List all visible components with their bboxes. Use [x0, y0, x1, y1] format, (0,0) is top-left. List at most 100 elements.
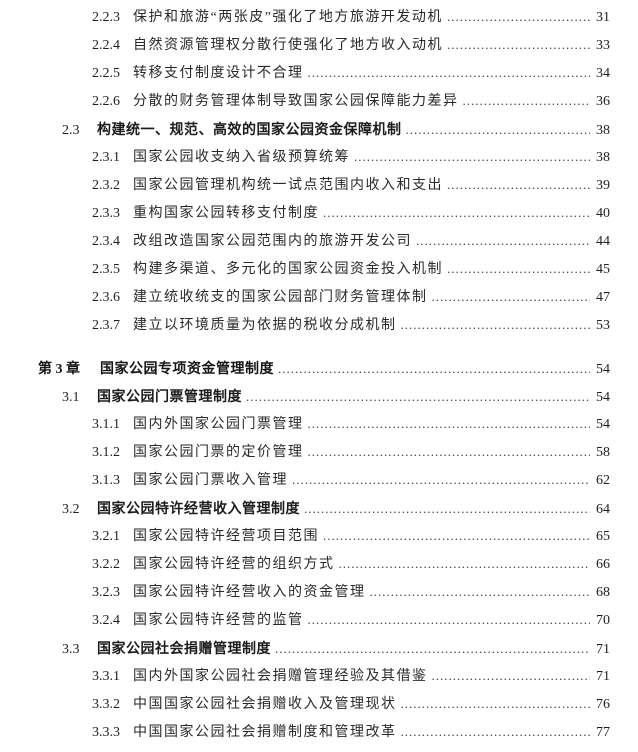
toc-entry-page: 34	[596, 66, 610, 81]
toc-entry-title: 中国国家公园社会捐赠制度和管理改革	[133, 725, 397, 740]
toc-entry-page: 33	[596, 38, 610, 53]
toc-entry-page: 39	[596, 178, 610, 193]
toc-entry-2.3.6[interactable]: 2.3.6 建立统收统支的国家公园部门财务管理体制 47	[0, 283, 610, 311]
toc-entry-number: 2.3.6	[92, 290, 120, 305]
toc-entry-page: 54	[596, 362, 610, 377]
toc-entry-2.2.5[interactable]: 2.2.5 转移支付制度设计不合理 34	[0, 59, 610, 87]
toc-entry-title: 保护和旅游“两张皮”强化了地方旅游开发动机	[133, 10, 443, 25]
toc-dot-leader	[323, 522, 590, 550]
toc-entry-number: 2.3.4	[92, 234, 120, 249]
toc-dot-leader	[432, 283, 591, 311]
toc-entry-page: 40	[596, 206, 610, 221]
toc-entry-title: 国家公园特许经营的监管	[133, 613, 304, 628]
toc-entry-number: 3.3.1	[92, 669, 120, 684]
toc-entry-title: 自然资源管理权分散行使强化了地方收入动机	[133, 38, 443, 53]
toc-dot-leader	[308, 606, 591, 634]
toc-entry-title: 国家公园收支纳入省级预算统筹	[133, 150, 350, 165]
toc-entry-3.2.2[interactable]: 3.2.2 国家公园特许经营的组织方式 66	[0, 550, 610, 578]
toc-dot-leader	[447, 255, 590, 283]
toc-entry-2.3.4[interactable]: 2.3.4 改组改造国家公园范围内的旅游开发公司 44	[0, 227, 610, 255]
toc-entry-2.2.6[interactable]: 2.2.6 分散的财务管理体制导致国家公园保障能力差异 36	[0, 87, 610, 115]
toc-entry-2.3.5[interactable]: 2.3.5 构建多渠道、多元化的国家公园资金投入机制 45	[0, 255, 610, 283]
toc-entry-page: 54	[596, 390, 610, 405]
toc-entry-page: 54	[596, 417, 610, 432]
toc-dot-leader	[304, 495, 590, 523]
toc-entry-2.3.2[interactable]: 2.3.2 国家公园管理机构统一试点范围内收入和支出 39	[0, 171, 610, 199]
toc-dot-leader	[447, 171, 590, 199]
toc-entry-number: 3.2.2	[92, 557, 120, 572]
toc-entry-number: 2.2.3	[92, 10, 120, 25]
toc-entry-title: 国家公园特许经营的组织方式	[133, 557, 335, 572]
toc-dot-leader	[447, 3, 590, 31]
toc-entry-page: 76	[596, 697, 610, 712]
toc-entry-number: 2.3.2	[92, 178, 120, 193]
toc-entry-3.1.1[interactable]: 3.1.1 国内外国家公园门票管理 54	[0, 410, 610, 438]
toc-entry-2.2.3[interactable]: 2.2.3 保护和旅游“两张皮”强化了地方旅游开发动机 31	[0, 3, 610, 31]
toc-entry-title: 国内外国家公园社会捐赠管理经验及其借鉴	[133, 669, 428, 684]
toc-dot-leader	[416, 227, 590, 255]
toc-dot-leader	[401, 311, 591, 339]
toc-entry-3.2.3[interactable]: 3.2.3 国家公园特许经营收入的资金管理 68	[0, 578, 610, 606]
toc-entry-3.1.3[interactable]: 3.1.3 国家公园门票收入管理 62	[0, 466, 610, 494]
toc-entry-number: 3.2.4	[92, 613, 120, 628]
toc-entry-page: 70	[596, 613, 610, 628]
toc-entry-title: 中国国家公园社会捐赠收入及管理现状	[133, 697, 397, 712]
toc-entry-page: 65	[596, 529, 610, 544]
toc-entry-number: 2.3.3	[92, 206, 120, 221]
toc-entry-number: 2.3.5	[92, 262, 120, 277]
toc-dot-leader	[370, 578, 591, 606]
toc-entry-number: 2.3	[62, 123, 80, 138]
toc-dot-leader	[406, 116, 591, 144]
toc-entry-2.3.1[interactable]: 2.3.1 国家公园收支纳入省级预算统筹 38	[0, 143, 610, 171]
toc-dot-leader	[308, 59, 591, 87]
toc-entry-title: 改组改造国家公园范围内的旅游开发公司	[133, 234, 412, 249]
toc-entry-page: 36	[596, 94, 610, 109]
toc-entry-title: 转移支付制度设计不合理	[133, 66, 304, 81]
toc-entry-第3章[interactable]: 第 3 章 国家公园专项资金管理制度 54	[0, 354, 610, 382]
toc-entry-title: 构建多渠道、多元化的国家公园资金投入机制	[133, 262, 443, 277]
toc-entry-title: 国家公园社会捐赠管理制度	[97, 640, 271, 656]
toc-entry-3.3.3[interactable]: 3.3.3 中国国家公园社会捐赠制度和管理改革 77	[0, 718, 610, 746]
toc-entry-title: 国家公园门票收入管理	[133, 473, 288, 488]
toc-entry-number: 3.1.1	[92, 417, 120, 432]
toc-entry-number: 2.2.5	[92, 66, 120, 81]
toc-entry-page: 71	[596, 642, 610, 657]
toc-entry-3.3[interactable]: 3.3 国家公园社会捐赠管理制度 71	[0, 634, 610, 662]
toc-entry-3.1[interactable]: 3.1 国家公园门票管理制度 54	[0, 382, 610, 410]
toc-entry-3.1.2[interactable]: 3.1.2 国家公园门票的定价管理 58	[0, 438, 610, 466]
toc-entry-number: 2.2.6	[92, 94, 120, 109]
toc-entry-3.3.2[interactable]: 3.3.2 中国国家公园社会捐赠收入及管理现状 76	[0, 690, 610, 718]
toc-entry-number: 3.3.3	[92, 725, 120, 740]
toc-dot-leader	[339, 550, 591, 578]
toc-entry-2.2.4[interactable]: 2.2.4 自然资源管理权分散行使强化了地方收入动机 33	[0, 31, 610, 59]
toc-entry-title: 国家公园门票的定价管理	[133, 445, 304, 460]
toc-dot-leader	[246, 383, 590, 411]
toc-entry-title: 国家公园特许经营收入管理制度	[97, 500, 300, 516]
toc-entry-2.3.7[interactable]: 2.3.7 建立以环境质量为依据的税收分成机制 53	[0, 311, 610, 339]
toc-entry-number: 2.3.1	[92, 150, 120, 165]
toc-entry-2.3.3[interactable]: 2.3.3 重构国家公园转移支付制度 40	[0, 199, 610, 227]
toc-dot-leader	[447, 31, 590, 59]
toc-entry-3.2[interactable]: 3.2 国家公园特许经营收入管理制度 64	[0, 494, 610, 522]
toc-entry-number: 3.1	[62, 390, 80, 405]
toc-entry-page: 62	[596, 473, 610, 488]
toc-entry-3.3.1[interactable]: 3.3.1 国内外国家公园社会捐赠管理经验及其借鉴 71	[0, 662, 610, 690]
toc-dot-leader	[278, 355, 590, 383]
toc-entry-title: 国家公园门票管理制度	[97, 388, 242, 404]
toc-entry-number: 3.1.3	[92, 473, 120, 488]
toc-entry-title: 国家公园特许经营收入的资金管理	[133, 585, 366, 600]
toc-entry-3.2.4[interactable]: 3.2.4 国家公园特许经营的监管 70	[0, 606, 610, 634]
toc-entry-number: 3.3.2	[92, 697, 120, 712]
toc-entry-title: 国家公园管理机构统一试点范围内收入和支出	[133, 178, 443, 193]
toc-entry-page: 38	[596, 123, 610, 138]
toc-entry-title: 国家公园特许经营项目范围	[133, 529, 319, 544]
toc-entry-number: 2.3.7	[92, 318, 120, 333]
toc-entry-number: 3.1.2	[92, 445, 120, 460]
toc-dot-leader	[323, 199, 590, 227]
toc-entry-3.2.1[interactable]: 3.2.1 国家公园特许经营项目范围 65	[0, 522, 610, 550]
toc-entry-2.3[interactable]: 2.3 构建统一、规范、高效的国家公园资金保障机制 38	[0, 115, 610, 143]
toc-entry-number: 3.3	[62, 642, 80, 657]
toc-entry-page: 45	[596, 262, 610, 277]
toc-entry-number: 3.2.1	[92, 529, 120, 544]
toc-entry-page: 38	[596, 150, 610, 165]
